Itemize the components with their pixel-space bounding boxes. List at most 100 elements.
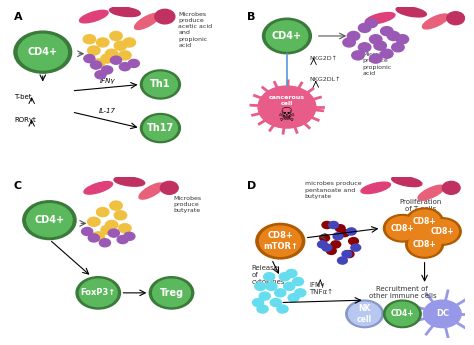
Ellipse shape	[396, 7, 426, 17]
Circle shape	[349, 238, 358, 245]
Circle shape	[118, 51, 131, 60]
Circle shape	[320, 234, 329, 242]
Circle shape	[88, 46, 100, 55]
Circle shape	[27, 204, 72, 237]
Circle shape	[331, 241, 341, 248]
Circle shape	[423, 300, 461, 328]
Ellipse shape	[109, 7, 140, 17]
Circle shape	[286, 269, 297, 277]
Circle shape	[76, 277, 120, 309]
Circle shape	[140, 114, 181, 142]
Circle shape	[105, 49, 118, 58]
Circle shape	[409, 210, 441, 234]
Circle shape	[253, 298, 264, 307]
Ellipse shape	[84, 181, 113, 194]
Text: CD8+: CD8+	[391, 224, 414, 233]
Text: NKG2D↑: NKG2D↑	[309, 56, 337, 61]
Text: Recruitment of
other immune cells: Recruitment of other immune cells	[369, 286, 436, 299]
Circle shape	[358, 23, 371, 32]
Ellipse shape	[418, 185, 445, 200]
Ellipse shape	[80, 10, 108, 23]
Text: IFNγ: IFNγ	[100, 78, 115, 85]
Text: Microbes
produce
propionic
acid: Microbes produce propionic acid	[363, 52, 392, 76]
Circle shape	[83, 35, 96, 44]
Circle shape	[97, 38, 109, 47]
Circle shape	[92, 232, 104, 241]
Text: A: A	[14, 12, 23, 22]
Text: microbes produce
pentanoate and
butyrate: microbes produce pentanoate and butyrate	[305, 181, 361, 199]
Text: CD4+: CD4+	[27, 47, 58, 57]
Circle shape	[128, 59, 139, 68]
Text: NK
cell: NK cell	[357, 304, 372, 324]
Ellipse shape	[365, 12, 395, 24]
Circle shape	[386, 302, 419, 326]
Circle shape	[283, 282, 295, 290]
Circle shape	[105, 220, 118, 229]
Circle shape	[392, 43, 404, 52]
Circle shape	[18, 34, 67, 70]
Circle shape	[277, 305, 288, 313]
Circle shape	[160, 181, 178, 194]
Circle shape	[383, 300, 421, 328]
Circle shape	[442, 181, 460, 194]
Circle shape	[101, 66, 113, 74]
Circle shape	[257, 305, 268, 313]
Text: Th17: Th17	[147, 123, 174, 133]
Text: CD8+: CD8+	[413, 240, 437, 249]
Circle shape	[260, 226, 301, 256]
Circle shape	[88, 217, 100, 226]
Circle shape	[322, 221, 332, 228]
Circle shape	[266, 21, 308, 51]
Circle shape	[340, 229, 349, 237]
Circle shape	[333, 233, 343, 240]
Circle shape	[370, 35, 382, 44]
Circle shape	[318, 241, 328, 248]
Circle shape	[84, 55, 95, 63]
Text: ☠: ☠	[278, 106, 296, 125]
Circle shape	[406, 208, 444, 236]
Circle shape	[426, 220, 458, 243]
Circle shape	[144, 72, 177, 97]
Ellipse shape	[392, 176, 422, 187]
Circle shape	[370, 54, 382, 63]
Circle shape	[346, 300, 383, 328]
Ellipse shape	[361, 182, 391, 194]
Circle shape	[347, 31, 360, 40]
Circle shape	[386, 217, 419, 240]
Text: NKG2DL↑: NKG2DL↑	[309, 77, 340, 82]
Circle shape	[82, 227, 93, 236]
Circle shape	[447, 12, 465, 25]
Text: Release
of
cytokines: Release of cytokines	[251, 265, 285, 285]
Circle shape	[91, 61, 101, 69]
Circle shape	[423, 218, 461, 245]
Circle shape	[263, 18, 311, 54]
Circle shape	[101, 225, 113, 234]
Circle shape	[123, 38, 136, 47]
Circle shape	[155, 9, 175, 24]
Circle shape	[406, 231, 444, 258]
Circle shape	[279, 273, 290, 281]
Circle shape	[348, 302, 381, 326]
Circle shape	[97, 208, 109, 217]
Circle shape	[92, 59, 104, 68]
Circle shape	[95, 71, 106, 79]
Ellipse shape	[422, 14, 449, 29]
Circle shape	[295, 289, 306, 297]
Text: CD4+: CD4+	[272, 31, 302, 41]
Text: RORγt: RORγt	[14, 117, 36, 123]
Circle shape	[264, 273, 275, 281]
Circle shape	[292, 277, 303, 286]
Text: FoxP3↑: FoxP3↑	[81, 288, 116, 297]
Circle shape	[23, 201, 76, 239]
Text: cancerous
cell: cancerous cell	[269, 95, 305, 106]
Circle shape	[256, 224, 305, 259]
Circle shape	[255, 282, 266, 290]
Circle shape	[119, 63, 130, 71]
Text: C: C	[14, 181, 22, 191]
Circle shape	[14, 31, 72, 73]
Text: T-bet: T-bet	[14, 95, 31, 100]
Text: IFNγ
TNFα↑: IFNγ TNFα↑	[309, 282, 333, 295]
Circle shape	[110, 31, 122, 40]
Circle shape	[100, 239, 110, 247]
Circle shape	[117, 236, 128, 244]
